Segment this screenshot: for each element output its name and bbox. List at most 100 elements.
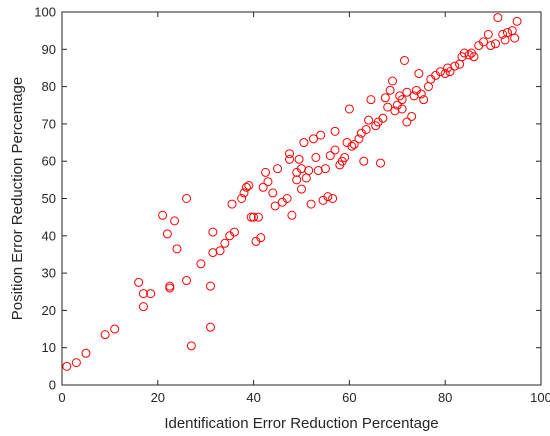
scatter-point bbox=[344, 104, 354, 114]
scatter-point bbox=[388, 76, 398, 86]
scatter-point bbox=[361, 124, 371, 134]
data-points bbox=[62, 13, 522, 371]
x-tick-label: 60 bbox=[342, 390, 356, 405]
x-tick-label: 40 bbox=[246, 390, 260, 405]
scatter-point bbox=[229, 227, 239, 237]
x-tick-label: 80 bbox=[438, 390, 452, 405]
scatter-point bbox=[241, 182, 251, 192]
scatter-point bbox=[402, 117, 412, 127]
y-tick-label: 60 bbox=[42, 154, 56, 169]
scatter-point bbox=[469, 52, 479, 62]
scatter-point bbox=[287, 210, 297, 220]
scatter-point bbox=[146, 289, 156, 299]
scatter-point bbox=[256, 233, 266, 243]
scatter-point bbox=[498, 29, 508, 39]
scatter-point bbox=[158, 210, 168, 220]
scatter-point bbox=[493, 13, 503, 23]
scatter-point bbox=[416, 89, 426, 99]
y-tick-label: 30 bbox=[42, 266, 56, 281]
scatter-point bbox=[330, 126, 340, 136]
scatter-point bbox=[311, 152, 321, 162]
scatter-point bbox=[402, 87, 412, 97]
scatter-point bbox=[399, 55, 409, 65]
scatter-point bbox=[285, 149, 295, 159]
x-tick-label: 0 bbox=[58, 390, 65, 405]
scatter-point bbox=[244, 180, 254, 190]
scatter-point bbox=[270, 201, 280, 211]
scatter-point bbox=[253, 212, 263, 222]
scatter-point bbox=[486, 41, 496, 51]
x-axis-label: Identification Error Reduction Percentag… bbox=[164, 415, 438, 432]
scatter-point bbox=[464, 50, 474, 60]
scatter-point bbox=[407, 111, 417, 121]
scatter-point bbox=[306, 199, 316, 209]
scatter-point bbox=[182, 276, 192, 286]
scatter-point bbox=[162, 229, 172, 239]
scatter-point bbox=[249, 212, 259, 222]
scatter-point bbox=[445, 67, 455, 77]
scatter-point bbox=[62, 361, 72, 371]
scatter-point bbox=[71, 358, 81, 368]
y-tick-label: 90 bbox=[42, 42, 56, 57]
y-tick-label: 50 bbox=[42, 191, 56, 206]
scatter-point bbox=[261, 167, 271, 177]
scatter-point bbox=[308, 134, 318, 144]
y-tick-label: 20 bbox=[42, 303, 56, 318]
scatter-point bbox=[347, 141, 357, 151]
scatter-point bbox=[134, 277, 144, 287]
scatter-point bbox=[340, 152, 350, 162]
scatter-point bbox=[512, 16, 522, 26]
scatter-point bbox=[304, 166, 314, 176]
y-tick-label: 100 bbox=[34, 5, 56, 20]
scatter-point bbox=[440, 69, 450, 79]
scatter-point bbox=[490, 39, 500, 49]
scatter-point bbox=[316, 130, 326, 140]
scatter-point bbox=[186, 341, 196, 351]
scatter-point bbox=[385, 85, 395, 95]
scatter-point bbox=[285, 154, 295, 164]
x-tick-label: 100 bbox=[530, 390, 550, 405]
scatter-point bbox=[263, 177, 273, 187]
y-tick-label: 80 bbox=[42, 79, 56, 94]
y-tick-label: 70 bbox=[42, 116, 56, 131]
scatter-point bbox=[510, 33, 520, 43]
scatter-point bbox=[138, 302, 148, 312]
scatter-point bbox=[380, 93, 390, 103]
scatter-point bbox=[419, 95, 429, 105]
scatter-point bbox=[292, 175, 302, 185]
scatter-point bbox=[359, 156, 369, 166]
scatter-point bbox=[182, 194, 192, 203]
scatter-point bbox=[330, 145, 340, 155]
scatter-point bbox=[349, 139, 359, 149]
scatter-point bbox=[383, 102, 393, 112]
y-tick-label: 10 bbox=[42, 340, 56, 355]
scatter-point bbox=[376, 158, 386, 168]
scatter-point bbox=[320, 164, 330, 174]
scatter-point bbox=[273, 164, 283, 174]
scatter-point bbox=[165, 281, 175, 291]
scatter-point bbox=[366, 95, 376, 105]
scatter-point bbox=[378, 113, 388, 123]
scatter-point bbox=[294, 154, 304, 164]
scatter-point bbox=[208, 227, 218, 237]
scatter-point bbox=[100, 330, 110, 340]
scatter-point bbox=[170, 216, 180, 226]
scatter-point bbox=[239, 188, 249, 198]
scatter-point bbox=[325, 151, 335, 161]
scatter-point bbox=[227, 199, 237, 209]
scatter-point bbox=[397, 104, 407, 114]
scatter-point bbox=[205, 322, 215, 332]
scatter-point bbox=[328, 194, 338, 203]
scatter-point bbox=[297, 184, 306, 194]
scatter-point bbox=[110, 324, 120, 334]
scatter-point bbox=[237, 194, 247, 203]
y-axis-label: Position Error Reduction Percentage bbox=[9, 77, 26, 320]
scatter-point bbox=[502, 28, 512, 38]
scatter-point bbox=[196, 259, 206, 269]
scatter-point bbox=[299, 138, 309, 148]
y-tick-label: 0 bbox=[49, 378, 56, 393]
axis-ticks: 0 20 40 60 80 100 0 10 20 30 40 50 60 70 80 90 100 bbox=[34, 5, 550, 406]
scatter-point bbox=[81, 348, 91, 358]
